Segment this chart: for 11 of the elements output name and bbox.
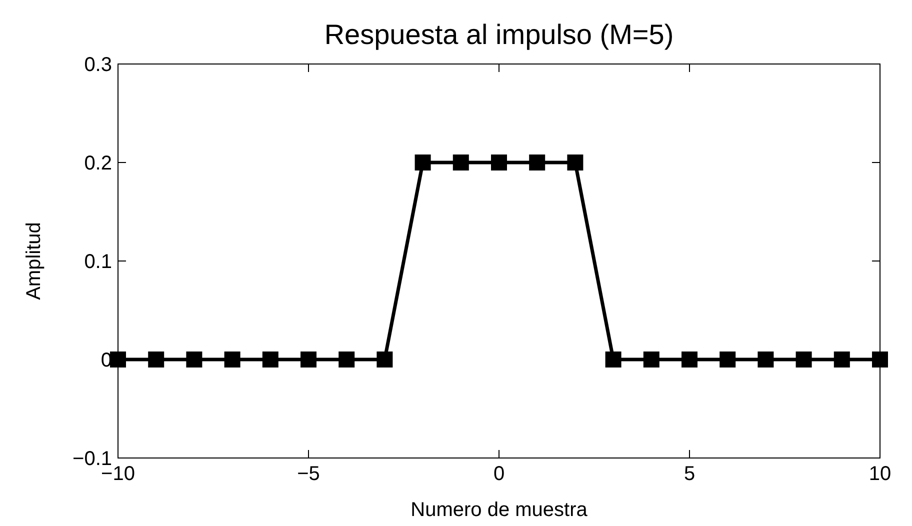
y-axis-title: Amplitud: [23, 222, 45, 300]
x-tick-label: 5: [684, 463, 696, 485]
x-tick-label: 10: [868, 463, 892, 485]
x-axis-title: Numero de muestra: [410, 499, 588, 521]
x-tick-label: −5: [297, 463, 320, 485]
y-tick-label: −0.1: [72, 448, 112, 470]
y-tick-label: 0.1: [84, 251, 112, 273]
y-tick-label: 0.3: [84, 54, 112, 76]
x-tick-label: 0: [493, 463, 505, 485]
chart-title: Respuesta al impulso (M=5): [324, 19, 674, 50]
y-tick-label: 0.2: [84, 152, 112, 174]
